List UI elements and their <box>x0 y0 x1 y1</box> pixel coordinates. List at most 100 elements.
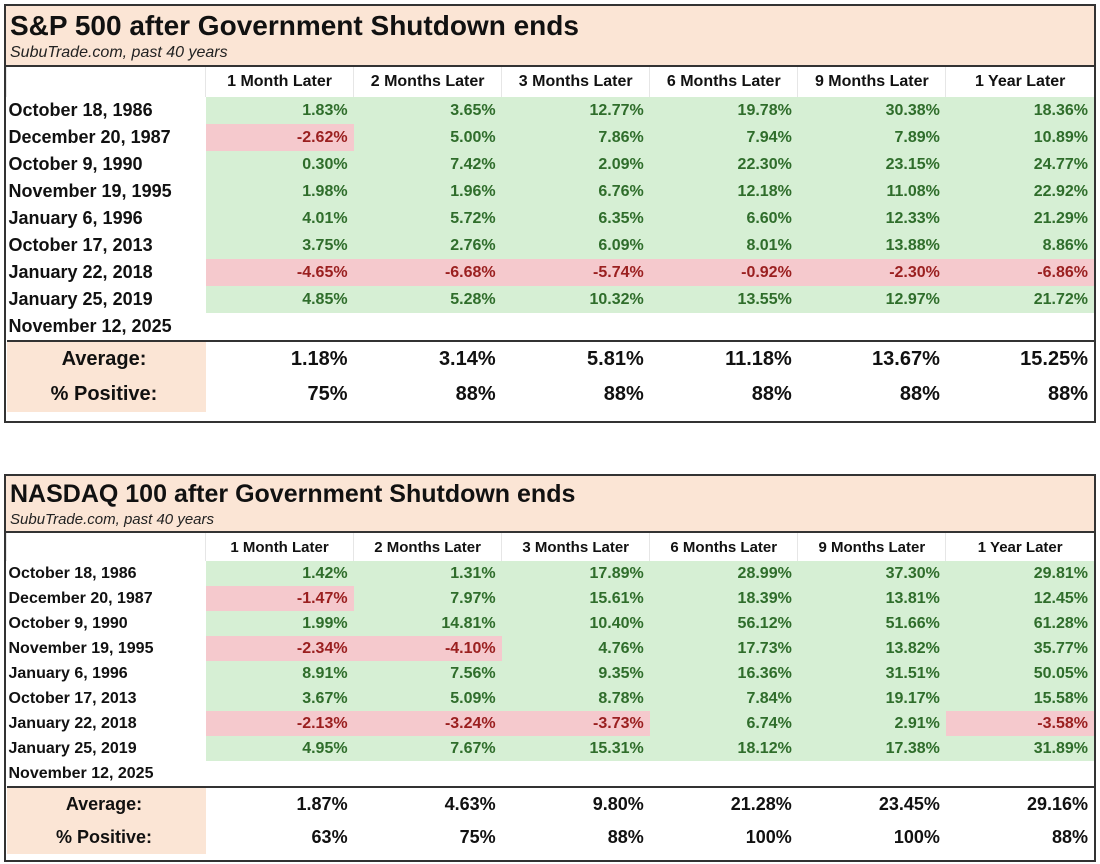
return-cell: 31.89% <box>945 736 1094 761</box>
corner-cell <box>6 67 206 97</box>
return-cell: 18.36% <box>945 97 1094 124</box>
return-cell <box>354 761 502 787</box>
summary-value: 4.63% <box>353 786 502 821</box>
summary-value: 1.87% <box>205 786 354 821</box>
return-cell <box>354 313 502 341</box>
row-date: January 6, 1996 <box>8 208 143 228</box>
return-cell: 15.58% <box>945 686 1094 711</box>
return-cell: 1.96% <box>353 178 502 205</box>
return-cell <box>946 761 1094 787</box>
return-cell: 12.97% <box>797 286 946 313</box>
summary-row: Average: 1.87% 4.63% 9.80% 21.28% 23.45% 29.16… <box>6 786 1094 821</box>
return-cell: 10.40% <box>501 611 650 636</box>
return-cell: -0.92% <box>649 259 798 286</box>
summary-label: Average: <box>6 340 206 377</box>
return-cell: 3.67% <box>205 686 354 711</box>
return-cell: 1.83% <box>205 97 354 124</box>
return-cell: 24.77% <box>945 151 1094 178</box>
return-cell: 6.09% <box>501 232 650 259</box>
column-header: 6 Months Later <box>649 67 798 97</box>
return-cell: 0.30% <box>205 151 354 178</box>
return-cell: 12.45% <box>945 586 1094 611</box>
table-row: January 22, 2018 -4.65% -6.68% -5.74% -0.92%… <box>7 259 1094 286</box>
nasdaq100-table: NASDAQ 100 after Government Shutdown end… <box>4 474 1096 862</box>
return-cell <box>946 313 1094 341</box>
return-cell: -2.30% <box>797 259 946 286</box>
row-date: October 18, 1986 <box>8 564 137 582</box>
return-cell: 5.00% <box>353 124 502 151</box>
row-date: November 19, 1995 <box>8 181 172 201</box>
summary-label: % Positive: <box>6 821 206 854</box>
column-header: 6 Months Later <box>649 533 798 561</box>
return-cell: -5.74% <box>501 259 650 286</box>
return-cell: 2.76% <box>353 232 502 259</box>
return-cell: -6.68% <box>353 259 502 286</box>
return-cell: 4.76% <box>501 636 650 661</box>
row-date: October 9, 1990 <box>8 614 128 632</box>
summary-value: 100% <box>893 827 940 847</box>
table-row: October 9, 1990 0.30% 7.42% 2.09% 22.30% 23.1… <box>7 151 1094 178</box>
row-date: October 17, 2013 <box>8 689 137 707</box>
row-date: January 22, 2018 <box>8 714 137 732</box>
return-cell: -3.73% <box>501 711 650 736</box>
return-cell <box>502 761 650 787</box>
summary-value: 9.80% <box>501 786 650 821</box>
row-date: November 12, 2025 <box>8 316 172 336</box>
column-header: 1 Month Later <box>204 67 354 97</box>
return-cell: 10.32% <box>501 286 650 313</box>
return-cell: 4.01% <box>205 205 354 232</box>
summary-value: 88% <box>455 383 496 405</box>
table-row: October 18, 1986 1.83% 3.65% 12.77% 19.78% 30… <box>7 97 1094 124</box>
return-cell: -1.47% <box>205 586 354 611</box>
summary-value: 75% <box>307 383 348 405</box>
return-cell: 10.89% <box>945 124 1094 151</box>
return-cell: 13.88% <box>797 232 946 259</box>
return-cell: -3.58% <box>945 711 1094 736</box>
table-row: October 9, 1990 1.99% 14.81% 10.40% 56.12% 51… <box>7 611 1094 636</box>
summary-value: 3.14% <box>353 340 502 377</box>
return-cell: 4.85% <box>205 286 354 313</box>
return-cell: 1.98% <box>205 178 354 205</box>
table-row: October 17, 2013 3.67% 5.09% 8.78% 7.84% 19.1… <box>7 686 1094 711</box>
table-row: November 19, 1995 -2.34% -4.10% 4.76% 17.73%… <box>7 636 1094 661</box>
table-row: January 25, 2019 4.85% 5.28% 10.32% 13.55% 12… <box>7 286 1094 313</box>
column-header: 1 Year Later <box>945 533 1094 561</box>
return-cell: 30.38% <box>797 97 946 124</box>
summary-value: 88% <box>899 383 940 405</box>
return-cell <box>650 761 798 787</box>
return-cell: 1.42% <box>205 561 354 586</box>
table-subtitle: SubuTrade.com, past 40 years <box>6 42 1094 67</box>
return-cell: 9.35% <box>501 661 650 686</box>
row-date: November 12, 2025 <box>8 764 154 782</box>
row-date: October 9, 1990 <box>8 154 143 174</box>
summary-value: 13.67% <box>797 340 946 377</box>
return-cell: 8.78% <box>501 686 650 711</box>
return-cell: 7.97% <box>353 586 502 611</box>
table-row: December 20, 1987 -2.62% 5.00% 7.86% 7.94% 7.… <box>7 124 1094 151</box>
return-cell: 6.35% <box>501 205 650 232</box>
return-cell: 6.76% <box>501 178 650 205</box>
summary-value: 29.16% <box>945 786 1094 821</box>
return-cell: 5.09% <box>353 686 502 711</box>
return-cell: 13.82% <box>797 636 946 661</box>
return-cell: -2.13% <box>205 711 354 736</box>
column-header: 9 Months Later <box>797 67 946 97</box>
return-cell: 12.77% <box>501 97 650 124</box>
row-date: January 22, 2018 <box>8 262 153 282</box>
return-cell <box>502 313 650 341</box>
column-header: 2 Months Later <box>353 533 502 561</box>
column-header: 1 Year Later <box>945 67 1094 97</box>
return-cell: 23.15% <box>797 151 946 178</box>
return-cell: 4.95% <box>205 736 354 761</box>
column-header: 9 Months Later <box>797 533 946 561</box>
row-date: January 25, 2019 <box>8 739 137 757</box>
table-title: NASDAQ 100 after Government Shutdown end… <box>6 476 1094 509</box>
header-row: 1 Month Later 2 Months Later 3 Months Late… <box>6 533 1094 561</box>
return-cell: 16.36% <box>649 661 798 686</box>
return-cell: 21.72% <box>945 286 1094 313</box>
row-date: December 20, 1987 <box>8 589 153 607</box>
return-cell: 7.86% <box>501 124 650 151</box>
summary-value: 88% <box>1047 383 1088 405</box>
return-cell: 56.12% <box>649 611 798 636</box>
return-cell: 15.61% <box>501 586 650 611</box>
